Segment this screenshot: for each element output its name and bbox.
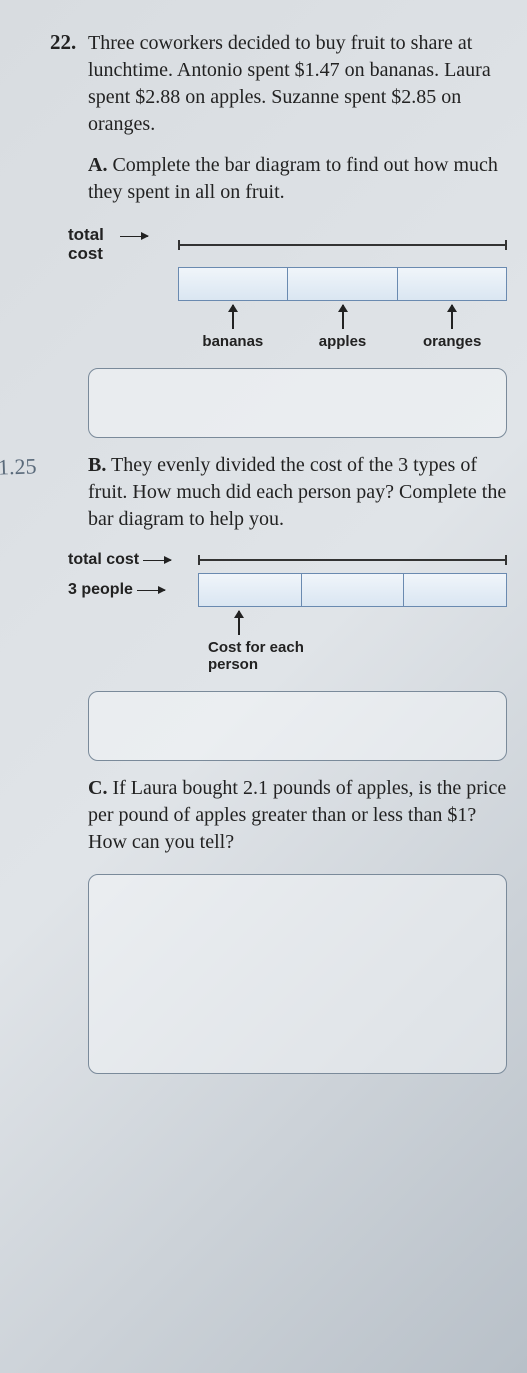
bar-segment-person1[interactable] [199, 574, 302, 606]
bar-segment-bananas[interactable] [179, 268, 288, 300]
question-number: 22. [50, 30, 76, 55]
part-a: A. Complete the bar diagram to find out … [88, 152, 507, 206]
pointer-row-a: bananas apples oranges [178, 305, 507, 350]
part-b-bar-diagram: total cost 3 people Cost for each person [68, 551, 507, 673]
arrow-right-icon [120, 236, 148, 237]
part-a-bar-diagram: total cost bananas apples oranges [68, 226, 507, 350]
pointer-bananas: bananas [178, 305, 288, 350]
pointer-row-b: Cost for each person [198, 611, 507, 673]
bracket-line-b [198, 559, 507, 561]
part-a-answer-box[interactable] [88, 368, 507, 438]
bar-segment-person3[interactable] [404, 574, 506, 606]
arrow-up-icon [451, 305, 453, 329]
bar-segment-apples[interactable] [288, 268, 397, 300]
arrow-up-icon [232, 305, 234, 329]
total-cost-label-b: total cost [68, 551, 198, 569]
part-c-answer-box[interactable] [88, 874, 507, 1074]
part-c: C. If Laura bought 2.1 pounds of apples,… [88, 775, 507, 856]
question-text: Three coworkers decided to buy fruit to … [88, 30, 507, 138]
total-cost-label: total cost [68, 226, 178, 263]
handwritten-note: 1.25 [0, 453, 37, 480]
part-b-text: They evenly divided the cost of the 3 ty… [88, 454, 506, 530]
three-people-label: 3 people [68, 581, 198, 599]
pointer-apples: apples [288, 305, 398, 350]
bar-container-a[interactable] [178, 267, 507, 301]
arrow-right-icon [143, 560, 171, 561]
part-b: B. They evenly divided the cost of the 3… [88, 452, 507, 533]
bar-segment-oranges[interactable] [398, 268, 506, 300]
pointer-oranges: oranges [397, 305, 507, 350]
part-a-label: A. [88, 154, 107, 176]
part-c-label: C. [88, 777, 107, 799]
part-a-text: Complete the bar diagram to find out how… [88, 154, 498, 203]
bar-segment-person2[interactable] [302, 574, 405, 606]
bracket-line [178, 244, 507, 246]
pointer-cost-per-person: Cost for each person [198, 611, 308, 673]
part-b-answer-box[interactable] [88, 691, 507, 761]
bar-container-b[interactable] [198, 573, 507, 607]
part-b-label: B. [88, 454, 106, 476]
part-c-text: If Laura bought 2.1 pounds of apples, is… [88, 777, 506, 853]
arrow-up-icon [342, 305, 344, 329]
arrow-right-icon [137, 590, 165, 591]
arrow-up-icon [238, 611, 240, 635]
